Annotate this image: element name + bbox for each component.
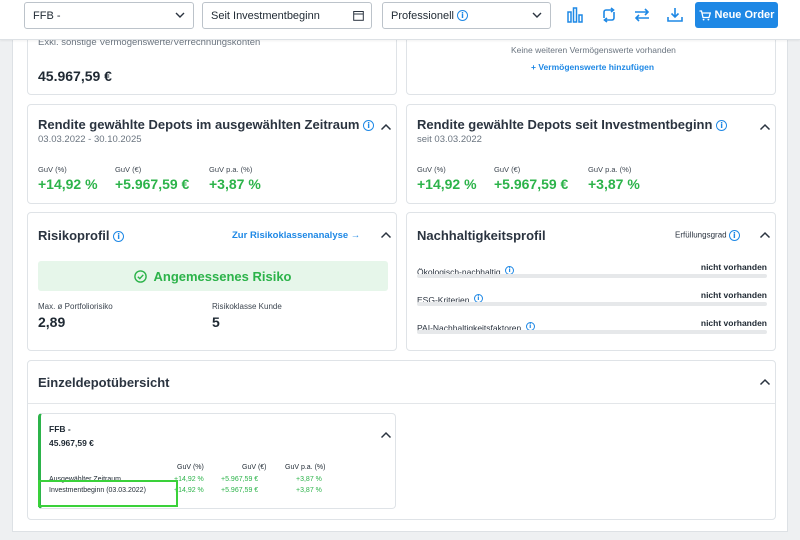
guv-pct-value: +14,92 %: [417, 176, 477, 192]
guv-pct-value: +14,92 %: [38, 176, 98, 192]
info-icon[interactable]: i: [113, 231, 125, 243]
guv-eur-label: GuV (€): [494, 165, 521, 174]
cart-icon: [699, 9, 711, 20]
depot-card[interactable]: FFB - 45.967,59 € GuV (%) GuV (€) GuV p.…: [38, 413, 396, 509]
view-select[interactable]: Professionell i: [382, 2, 551, 29]
assets-total: 45.967,59 €: [38, 68, 112, 84]
depot-row-value: +5.967,59 €: [221, 487, 259, 494]
sustainability-progress-bar: [417, 274, 767, 278]
guv-pa-value: +3,87 %: [209, 176, 261, 192]
depot-select-value: FFB -: [33, 9, 61, 22]
depot-name: FFB -: [49, 424, 71, 434]
top-toolbar: FFB - Seit Investmentbeginn Professionel…: [0, 0, 800, 40]
info-icon[interactable]: i: [457, 10, 469, 21]
sustainability-progress-bar: [417, 302, 767, 306]
return-since-start-card: Rendite gewählte Depots seit Investmentb…: [406, 104, 776, 204]
transfer-icon[interactable]: [633, 6, 651, 24]
sustainability-title: Nachhaltigkeitsprofil: [417, 228, 546, 243]
risk-profile-card: Risikoprofil i Zur Risikoklassenanalyse …: [27, 212, 397, 351]
sustainability-row: ESG-Kriterien i nicht vorhanden: [417, 290, 767, 308]
depot-col-header: GuV (€): [242, 464, 267, 471]
info-icon[interactable]: i: [728, 230, 740, 241]
depot-row-label: Investmentbeginn (03.03.2022): [49, 487, 146, 494]
chevron-up-icon[interactable]: [380, 123, 392, 131]
sustainability-row-label: PAI-Nachhaltigkeitsfaktoren: [417, 323, 522, 333]
depot-row-value: +3,87 %: [296, 476, 322, 483]
new-order-button[interactable]: Neue Order: [695, 2, 778, 28]
max-risk-value: 2,89: [38, 314, 66, 330]
chevron-up-icon[interactable]: [759, 378, 771, 386]
sustainability-row-value: nicht vorhanden: [700, 290, 767, 300]
view-select-value: Professionell: [391, 9, 454, 22]
max-risk-label: Max. ø Portfoliorisiko: [38, 302, 113, 311]
guv-eur-value: +5.967,59 €: [115, 176, 190, 192]
calendar-icon: [353, 11, 364, 21]
depot-row-value: +14,92 %: [174, 487, 204, 494]
chevron-up-icon[interactable]: [380, 431, 392, 439]
single-depot-overview-card: Einzeldepotübersicht FFB - 45.967,59 € G…: [27, 360, 776, 520]
depot-row-value: +14,92 %: [174, 476, 204, 483]
risk-title-text: Risikoprofil: [38, 228, 110, 243]
assets-subtitle: Exkl. sonstige Vermögenswerte/Verrechnun…: [38, 37, 261, 48]
risk-class-label: Risikoklasse Kunde: [212, 302, 282, 311]
sustainability-progress-bar: [417, 330, 767, 334]
divider: [28, 403, 775, 404]
sync-icon[interactable]: [600, 6, 618, 24]
depot-row-value: +5.967,59 €: [221, 476, 259, 483]
no-assets-text: Keine weiteren Vermögenswerte vorhanden: [511, 45, 676, 55]
fulfillment-text: Erfüllungsgrad: [675, 230, 727, 240]
guv-pct-label: GuV (%): [38, 165, 67, 174]
risk-analysis-link[interactable]: Zur Risikoklassenanalyse →: [232, 230, 361, 241]
risk-class-value: 5: [212, 314, 220, 330]
sustainability-row-label: Ökologisch-nachhaltig: [417, 267, 501, 277]
add-assets-label: Vermögenswerte hinzufügen: [538, 62, 655, 72]
depot-col-header: GuV (%): [177, 464, 204, 471]
depot-row-label: Ausgewählter Zeitraum: [49, 476, 121, 483]
guv-eur-label: GuV (€): [115, 165, 142, 174]
chevron-up-icon[interactable]: [380, 231, 392, 239]
return-period-title: Rendite gewählte Depots im ausgewählten …: [38, 117, 375, 132]
chevron-up-icon[interactable]: [759, 123, 771, 131]
chevron-down-icon: [532, 12, 542, 18]
return-start-since: seit 03.03.2022: [417, 134, 482, 145]
return-start-title: Rendite gewählte Depots seit Investmentb…: [417, 117, 728, 132]
guv-pct-label: GuV (%): [417, 165, 446, 174]
return-period-card: Rendite gewählte Depots im ausgewählten …: [27, 104, 397, 204]
sustainability-row-label: ESG-Kriterien: [417, 295, 470, 305]
sustainability-row-value: nicht vorhanden: [700, 262, 767, 272]
risk-status-text: Angemessenes Risiko: [153, 268, 292, 284]
period-select-value: Seit Investmentbeginn: [211, 9, 320, 22]
guv-pa-label: GuV p.a. (%): [209, 165, 253, 174]
depot-row-value: +3,87 %: [296, 487, 322, 494]
bar-chart-icon[interactable]: [566, 6, 584, 24]
depot-value: 45.967,59 €: [49, 438, 94, 448]
new-order-label: Neue Order: [714, 9, 775, 21]
sustainability-row: PAI-Nachhaltigkeitsfaktoren i nicht vorh…: [417, 318, 767, 336]
return-period-range: 03.03.2022 - 30.10.2025: [38, 134, 142, 145]
risk-status-banner: Angemessenes Risiko: [38, 261, 388, 291]
return-period-title-text: Rendite gewählte Depots im ausgewählten …: [38, 117, 360, 132]
check-circle-icon: [134, 269, 148, 283]
return-start-title-text: Rendite gewählte Depots seit Investmentb…: [417, 117, 713, 132]
add-assets-link[interactable]: + Vermögenswerte hinzufügen: [531, 62, 654, 72]
sustainability-row-value: nicht vorhanden: [700, 318, 767, 328]
risk-title: Risikoprofil i: [38, 228, 125, 243]
depot-select[interactable]: FFB -: [24, 2, 194, 29]
sustainability-card: Nachhaltigkeitsprofil Erfüllungsgrad i Ö…: [406, 212, 776, 351]
fulfillment-label: Erfüllungsgrad i: [675, 230, 740, 241]
chevron-down-icon: [175, 12, 185, 18]
single-depot-title: Einzeldepotübersicht: [38, 375, 170, 390]
download-icon[interactable]: [666, 6, 684, 24]
highlight-box: [38, 480, 178, 507]
guv-eur-value: +5.967,59 €: [494, 176, 569, 192]
sustainability-row: Ökologisch-nachhaltig i nicht vorhanden: [417, 262, 767, 280]
depot-col-header: GuV p.a. (%): [285, 464, 326, 471]
info-icon[interactable]: i: [363, 120, 375, 132]
guv-pa-value: +3,87 %: [588, 176, 640, 192]
guv-pa-label: GuV p.a. (%): [588, 165, 632, 174]
plus-icon: +: [531, 62, 536, 72]
chevron-up-icon[interactable]: [759, 231, 771, 239]
period-select[interactable]: Seit Investmentbeginn: [202, 2, 372, 29]
info-icon[interactable]: i: [716, 120, 728, 132]
